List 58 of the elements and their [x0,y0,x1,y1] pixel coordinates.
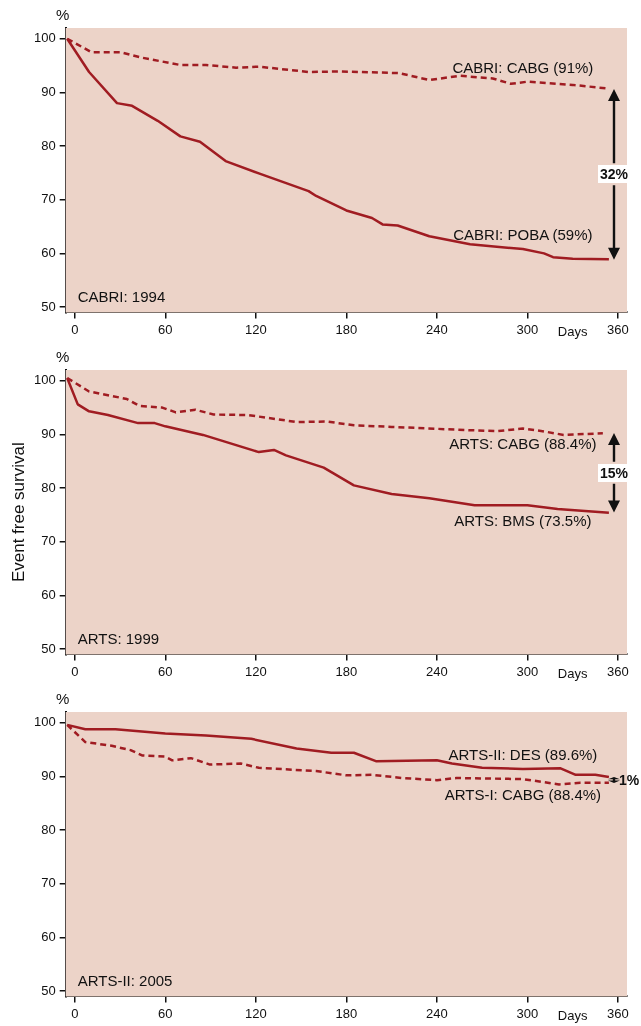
annotation: CABRI: 1994 [77,288,166,306]
y-tick-label: 90 [41,767,56,783]
y-tick-label: 70 [41,875,56,891]
x-tick-label: 360 [607,663,629,679]
y-tick-label: 100 [33,714,56,730]
x-tick-label: 360 [607,321,629,337]
x-tick-label: 360 [607,1005,629,1021]
y-tick-label: 80 [41,479,56,495]
y-tick-label: 60 [41,586,56,602]
y-axis-title: % [56,690,70,707]
series-label: CABRI: POBA (59%) [453,226,593,244]
x-tick-label: 120 [244,663,267,679]
annotation: 1% [619,771,640,788]
x-tick-label: 300 [516,1005,539,1021]
y-tick-label: 50 [41,298,56,314]
annotation: ARTS: 1999 [77,630,160,648]
y-tick-label: 50 [41,640,56,656]
y-tick-label: 100 [33,372,56,388]
x-tick-label: 240 [426,663,448,679]
x-tick-label: 240 [426,321,448,337]
x-axis-title: Days [557,666,588,682]
y-tick-label: 70 [41,533,56,549]
y-tick-label: 60 [41,244,56,260]
y-axis-title: % [56,348,70,365]
series-label: ARTS-II: DES (89.6%) [448,745,598,763]
x-tick-label: 0 [71,663,79,679]
text: Event free survival [9,442,28,583]
x-tick-label: 120 [244,1005,267,1021]
x-tick-label: 300 [516,321,539,337]
x-tick-label: 180 [335,663,358,679]
x-tick-label: 300 [516,663,539,679]
y-tick-label: 70 [41,191,56,207]
x-tick-label: 180 [335,1005,358,1021]
y-tick-label: 50 [41,982,56,998]
series-label: ARTS-I: CABG (88.4%) [444,786,602,804]
x-tick-label: 60 [158,663,173,679]
annotation: 32% [599,165,629,182]
x-tick-label: 60 [158,321,173,337]
series-label: ARTS: BMS (73.5%) [454,512,592,530]
x-tick-label: 60 [158,1005,173,1021]
series-label: ARTS: CABG (88.4%) [449,435,597,453]
x-tick-label: 0 [71,1005,79,1021]
x-tick-label: 0 [71,321,79,337]
x-tick-label: 240 [426,1005,448,1021]
y-tick-label: 100 [33,30,56,46]
x-tick-label: 120 [244,321,267,337]
annotation: 15% [599,465,629,482]
x-axis-title: Days [557,324,588,340]
y-tick-label: 80 [41,137,56,153]
y-tick-label: 90 [41,425,56,441]
annotation: ARTS-II: 2005 [77,972,173,990]
y-tick-label: 90 [41,83,56,99]
x-axis-title: Days [557,1008,588,1024]
y-tick-label: 60 [41,928,56,944]
x-tick-label: 180 [335,321,358,337]
y-axis-title: % [56,6,70,23]
series-label: CABRI: CABG (91%) [452,58,594,76]
y-tick-label: 80 [41,821,56,837]
